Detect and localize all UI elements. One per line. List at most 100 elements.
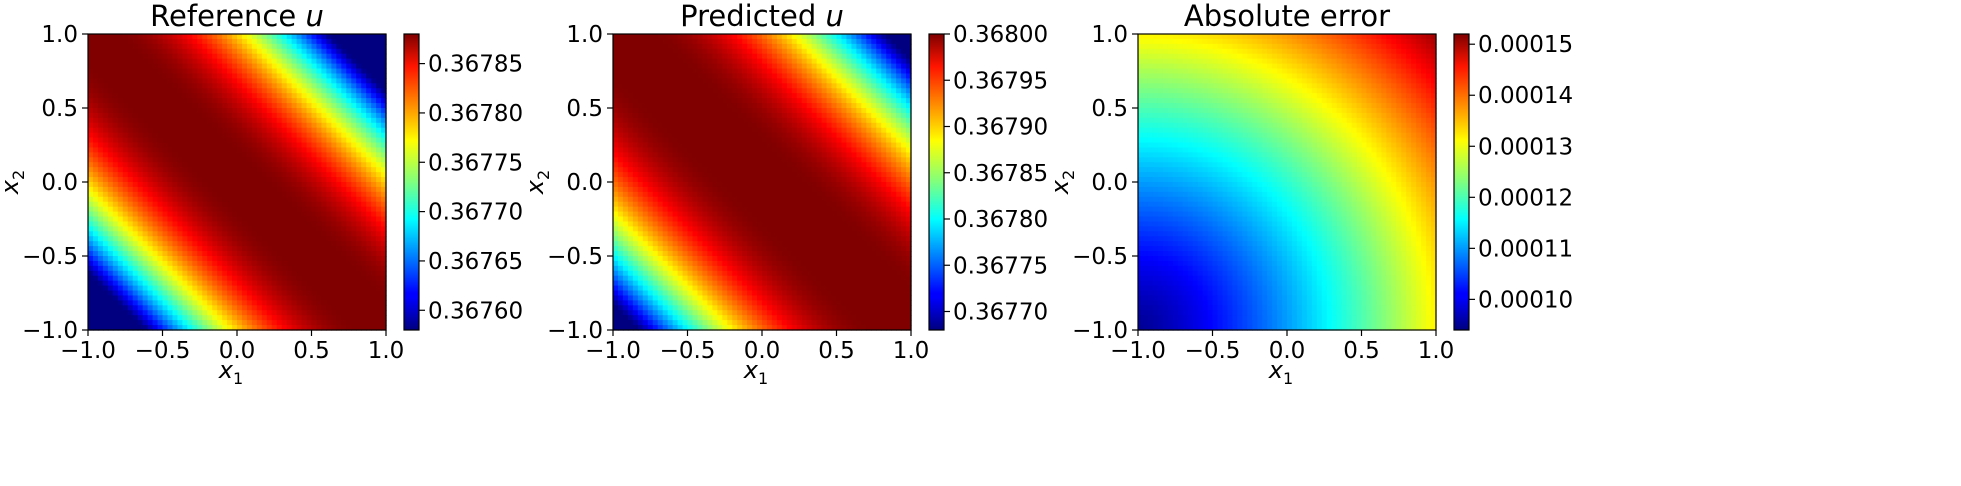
heatmap-cell — [816, 83, 823, 89]
heatmap-cell — [677, 93, 684, 99]
heatmap-cell — [137, 251, 144, 257]
heatmap-cell — [147, 211, 154, 218]
heatmap-cell — [222, 38, 228, 45]
heatmap-cell — [212, 196, 218, 203]
heatmap-cell — [336, 73, 342, 79]
heatmap-cell — [652, 48, 659, 55]
heatmap-cell — [361, 112, 367, 119]
heatmap-cell — [321, 152, 327, 158]
heatmap-cell — [742, 83, 748, 89]
heatmap-cell — [831, 63, 838, 70]
heatmap-cell — [707, 137, 713, 144]
heatmap-cell — [102, 137, 109, 144]
heatmap-cell — [261, 132, 268, 139]
heatmap-cell — [702, 73, 708, 79]
heatmap-cell — [321, 142, 327, 149]
heatmap-cell — [142, 196, 149, 203]
heatmap-cell — [697, 43, 703, 50]
heatmap-cell — [381, 83, 387, 89]
heatmap-cell — [137, 315, 144, 321]
heatmap-cell — [727, 112, 733, 119]
heatmap-cell — [886, 103, 892, 109]
heatmap-cell — [831, 108, 838, 114]
heatmap-cell — [122, 172, 129, 178]
heatmap-cell — [97, 83, 104, 89]
heatmap-cell — [771, 117, 778, 124]
heatmap-cell — [88, 260, 94, 267]
heatmap-cell — [122, 162, 129, 168]
heatmap-cell — [861, 34, 867, 40]
heatmap-cell — [152, 68, 159, 75]
heatmap-cell — [117, 73, 124, 79]
heatmap-cell — [786, 122, 793, 129]
heatmap-cell — [346, 108, 352, 114]
heatmap-cell — [791, 53, 798, 60]
heatmap-cell — [212, 186, 218, 193]
heatmap-cell — [127, 251, 134, 257]
heatmap-cell — [642, 132, 649, 139]
heatmap-cell — [232, 167, 238, 173]
heatmap-cell — [212, 122, 218, 129]
heatmap-cell — [241, 280, 248, 287]
heatmap-cell — [197, 216, 203, 223]
heatmap-cell — [88, 167, 94, 173]
heatmap-cell — [197, 211, 203, 218]
heatmap-cell — [376, 88, 382, 94]
heatmap-cell — [321, 58, 327, 65]
heatmap-cell — [381, 172, 387, 178]
heatmap-cell — [182, 216, 188, 223]
heatmap-cell — [197, 320, 203, 326]
heatmap-cell — [276, 152, 283, 158]
heatmap-cell — [182, 83, 188, 89]
heatmap-cell — [346, 196, 352, 203]
heatmap-cell — [271, 256, 278, 262]
heatmap-cell — [361, 98, 367, 104]
heatmap-cell — [617, 142, 624, 149]
heatmap-cell — [781, 112, 788, 119]
heatmap-cell — [117, 117, 124, 124]
heatmap-cell — [227, 172, 233, 178]
heatmap-cell — [271, 241, 278, 247]
heatmap-cell — [381, 93, 387, 99]
x-axis-label: x1 — [218, 356, 243, 388]
heatmap-cell — [791, 122, 798, 129]
heatmap-cell — [712, 112, 718, 119]
heatmap-cell — [757, 63, 763, 70]
heatmap-cell — [727, 48, 733, 55]
heatmap-cell — [737, 127, 743, 134]
heatmap-cell — [187, 241, 193, 247]
heatmap-cell — [326, 236, 332, 242]
heatmap-cell — [866, 83, 872, 89]
heatmap-cell — [707, 142, 713, 149]
heatmap-cell — [102, 108, 109, 114]
heatmap-cell — [152, 53, 159, 60]
heatmap-cell — [836, 127, 843, 134]
heatmap-cell — [702, 63, 708, 70]
heatmap-cell — [881, 73, 887, 79]
heatmap-cell — [306, 78, 313, 84]
heatmap-cell — [202, 162, 208, 168]
heatmap-cell — [261, 108, 268, 114]
heatmap-cell — [261, 251, 268, 257]
heatmap-cell — [321, 147, 327, 153]
heatmap-cell — [197, 53, 203, 60]
heatmap-cell — [712, 53, 718, 60]
heatmap-cell — [376, 270, 382, 277]
heatmap-cell — [271, 122, 278, 129]
heatmap-cell — [177, 241, 183, 247]
heatmap-cell — [132, 221, 139, 227]
heatmap-cell — [147, 78, 154, 84]
heatmap-cell — [207, 43, 213, 50]
heatmap-cell — [212, 221, 218, 227]
heatmap-cell — [381, 246, 387, 252]
heatmap-cell — [891, 88, 897, 94]
heatmap-cell — [162, 251, 169, 257]
heatmap-cell — [92, 216, 99, 223]
heatmap-cell — [162, 196, 169, 203]
heatmap-cell — [246, 186, 253, 193]
heatmap-cell — [152, 290, 159, 297]
heatmap-cell — [771, 122, 778, 129]
heatmap-cell — [682, 73, 689, 79]
heatmap-cell — [152, 265, 159, 272]
heatmap-cell — [637, 53, 644, 60]
